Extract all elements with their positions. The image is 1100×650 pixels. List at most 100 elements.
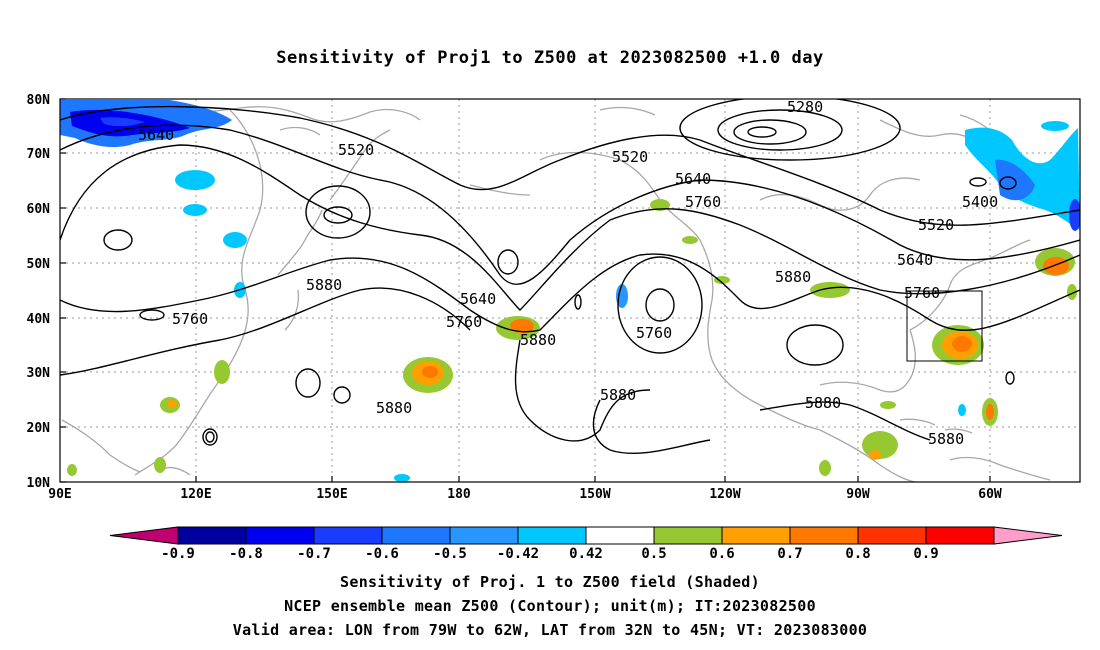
valid-area-box [906,290,983,362]
colorbar: -0.9 -0.8 -0.7 -0.6 -0.5 -0.42 0.42 0.5 0.6 0.7 0.… [109,526,1063,562]
pos-region-o-core [986,404,994,420]
neg-region-c [223,232,247,248]
colorbar-label: -0.6 [365,546,399,562]
contour-label: 5880 [805,394,841,412]
contour-label: 5640 [138,126,174,144]
contour-label: 5760 [685,193,721,211]
colorbar-label: 0.9 [913,546,938,562]
pos-region-dateline-core [510,319,534,333]
pos-region-r [154,457,166,473]
contour-label: 5760 [446,313,482,331]
contour-label: 5640 [460,290,496,308]
map-title: Sensitivity of Proj1 to Z500 at 20230825… [276,48,824,68]
pos-region-sea [214,360,230,384]
lat-label: 70N [27,147,51,162]
contour-label: 5640 [675,170,711,188]
latitude-labels: 80N 70N 60N 50N 40N 30N 20N 10N [27,93,51,491]
colorbar-label: -0.7 [297,546,331,562]
axis-ticks [60,98,991,483]
colorbar-swatch [653,526,723,545]
contour-label: 5880 [306,276,342,294]
colorbar-label: -0.5 [433,546,467,562]
lat-label: 60N [27,202,51,217]
contour-label: 5760 [904,284,940,302]
neg-region-g [1069,199,1080,231]
colorbar-left-arrow [109,526,179,545]
negative-sensitivity-regions [60,100,1080,482]
colorbar-swatch [789,526,859,545]
lon-label: 120E [180,487,211,502]
colorbar-swatch [313,526,383,545]
neg-region-e [616,284,628,308]
colorbar-swatch [721,526,791,545]
contour-label: 5520 [338,141,374,159]
colorbar-right-arrow [993,526,1063,545]
plot-frame [59,98,1081,483]
pos-region-j [650,199,670,211]
contour-label: 5880 [376,399,412,417]
contour-label: 5760 [172,310,208,328]
lat-label: 20N [27,421,51,436]
colorbar-swatch [857,526,927,545]
colorbar-swatch [925,526,995,545]
lon-label: 90W [846,487,870,502]
longitude-labels: 90E 120E 150E 180 150W 120W 90W 60W [48,487,1002,502]
colorbar-swatch [449,526,519,545]
lat-label: 10N [27,476,51,491]
lat-label: 40N [27,312,51,327]
contour-label: 5880 [775,268,811,286]
positive-sensitivity-regions [67,199,1077,476]
neg-region-f [1041,121,1069,131]
lon-label: 180 [447,487,471,502]
lat-label: 30N [27,366,51,381]
neg-region-a [175,170,215,190]
contour-label: 5880 [600,386,636,404]
colorbar-label: -0.42 [497,546,539,562]
neg-region-b [183,204,207,216]
pos-region-k [682,236,698,244]
footer-line-2: NCEP ensemble mean Z500 (Contour); unit(… [284,597,816,615]
neg-region-siberia-inner [100,117,145,127]
pos-region-q [819,460,831,476]
footer-line-3: Valid area: LON from 79W to 62W, LAT fro… [232,621,868,639]
colorbar-swatch [517,526,587,545]
colorbar-label: -0.8 [229,546,263,562]
z500-contours [60,99,1080,455]
footer-line-1: Sensitivity of Proj. 1 to Z500 field (Sh… [340,573,760,591]
colorbar-label: -0.9 [161,546,195,562]
colorbar-swatch [177,526,247,545]
pos-region-n-core [1043,257,1069,275]
contour-label: 5520 [918,216,954,234]
pos-region-l [714,276,730,284]
contour-label: 5880 [520,331,556,349]
colorbar-swatch [585,526,655,545]
pos-region-p-core [869,450,881,460]
contour-label: 5880 [928,430,964,448]
colorbar-swatch [381,526,451,545]
contour-label: 5400 [962,193,998,211]
lon-label: 150E [316,487,347,502]
contour-label: 5640 [897,251,933,269]
colorbar-swatch [245,526,315,545]
colorbar-label: 0.42 [569,546,603,562]
pos-region-east-us-inner [952,336,972,352]
lon-label: 90E [48,487,71,502]
lat-label: 50N [27,257,51,272]
lon-label: 120W [709,487,740,502]
pos-region-central-pacific-inner [422,366,438,378]
pos-region-s [67,464,77,476]
pos-region-u [1067,284,1077,300]
neg-region-h [958,404,966,416]
pos-region-nw-core [167,400,177,408]
lon-label: 60W [978,487,1002,502]
contour-label: 5760 [636,324,672,342]
contour-label: 5520 [612,148,648,166]
lat-label: 80N [27,93,51,108]
colorbar-label: 0.7 [777,546,802,562]
contour-labels: 5280 5400 5520 5520 5520 5640 5640 5640 5640 5760… [138,99,998,448]
colorbar-label: 0.6 [709,546,734,562]
pos-region-t [880,401,896,409]
colorbar-label: 0.5 [641,546,666,562]
lon-label: 150W [579,487,610,502]
